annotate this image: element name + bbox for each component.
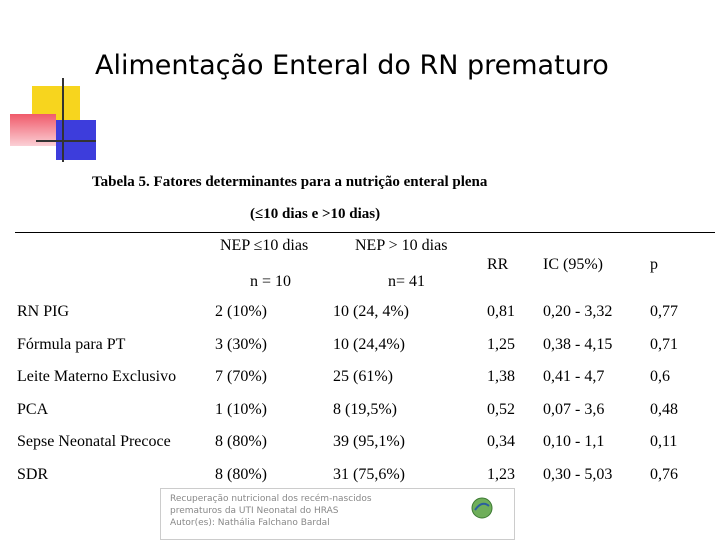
footer-text: prematuros da UTI Neonatal do HRAS: [170, 506, 339, 516]
horizontal-line: [36, 140, 96, 142]
group2-cell: 10 (24, 4%): [333, 303, 409, 320]
rr-cell: 0,34: [487, 433, 515, 450]
slide-title: Alimentação Enteral do RN prematuro: [95, 50, 609, 81]
group2-cell: 31 (75,6%): [333, 465, 405, 483]
header: n = 10: [250, 273, 292, 290]
ic-cell: 0,30 - 5,03: [543, 465, 613, 483]
row-label: Sepse Neonatal Precoce: [17, 433, 171, 450]
header: NEP > 10 dias: [355, 237, 448, 254]
p-cell: 0,6: [650, 368, 670, 385]
group1-cell: 8 (80%): [215, 465, 267, 483]
group1-cell: 1 (10%): [215, 400, 267, 418]
group1-cell: 3 (30%): [215, 335, 267, 353]
row-label: Leite Materno Exclusivo: [17, 368, 177, 385]
header: p: [650, 256, 658, 273]
header: RR: [487, 256, 509, 273]
row-label: SDR: [17, 465, 49, 483]
group2-cell: 39 (95,1%): [333, 433, 405, 450]
rule: [15, 232, 715, 233]
header: NEP ≤10 dias: [220, 237, 309, 254]
p-cell: 0,76: [650, 465, 678, 483]
logo: [471, 497, 493, 519]
header: IC (95%): [543, 256, 603, 273]
ic-cell: 0,38 - 4,15: [543, 335, 613, 353]
ic-cell: 0,07 - 3,6: [543, 400, 605, 418]
group2-cell: 8 (19,5%): [333, 400, 397, 418]
p-cell: 0,48: [650, 400, 678, 418]
row-label: PCA: [17, 400, 49, 418]
footer-text: Recuperação nutricional dos recém-nascid…: [170, 494, 372, 504]
group1-cell: 2 (10%): [215, 303, 267, 320]
p-cell: 0,77: [650, 303, 678, 320]
row-label: Fórmula para PT: [17, 335, 126, 353]
group2-cell: 25 (61%): [333, 368, 393, 385]
header: n= 41: [388, 273, 426, 290]
group2-cell: 10 (24,4%): [333, 335, 405, 353]
footer-text: Autor(es): Nathália Falchano Bardal: [170, 518, 330, 528]
group1-cell: 7 (70%): [215, 368, 267, 385]
vertical-line: [62, 78, 64, 162]
rr-cell: 0,81: [487, 303, 515, 320]
rr-cell: 1,38: [487, 368, 515, 385]
ic-cell: 0,41 - 4,7: [543, 368, 605, 385]
ic-cell: 0,20 - 3,32: [543, 303, 613, 320]
group1-cell: 8 (80%): [215, 433, 267, 450]
rr-cell: 1,23: [487, 465, 515, 483]
p-cell: 0,11: [650, 433, 678, 450]
caption: (≤10 dias e >10 dias): [250, 206, 381, 222]
rr-cell: 1,25: [487, 335, 515, 353]
p-cell: 0,71: [650, 335, 678, 353]
row-label: RN PIG: [17, 303, 70, 320]
caption: Tabela 5. Fatores determinantes para a n…: [92, 174, 488, 190]
ic-cell: 0,10 - 1,1: [543, 433, 605, 450]
rr-cell: 0,52: [487, 400, 515, 418]
